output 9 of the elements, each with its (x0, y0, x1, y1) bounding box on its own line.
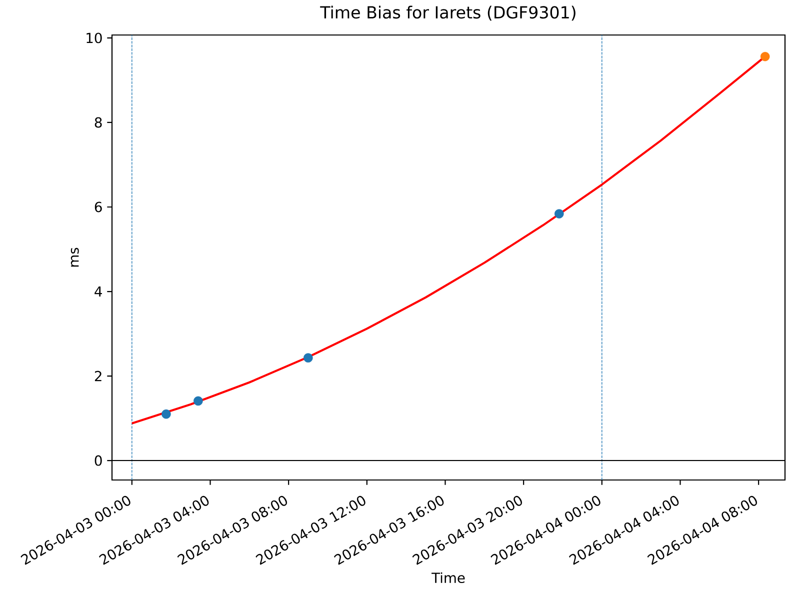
x-axis-title: Time (432, 572, 465, 584)
y-tick-label: 2 (94, 370, 102, 382)
y-tick-label: 6 (94, 202, 102, 212)
y-tick-label: 8 (94, 117, 102, 128)
chart-title: Time Bias for Iarets (DGF9301) (320, 6, 576, 21)
y-tick-label: 0 (94, 455, 102, 466)
y-tick-label: 4 (94, 286, 102, 297)
y-axis-title: ms (70, 248, 79, 267)
y-tick-label: 10 (86, 32, 102, 44)
